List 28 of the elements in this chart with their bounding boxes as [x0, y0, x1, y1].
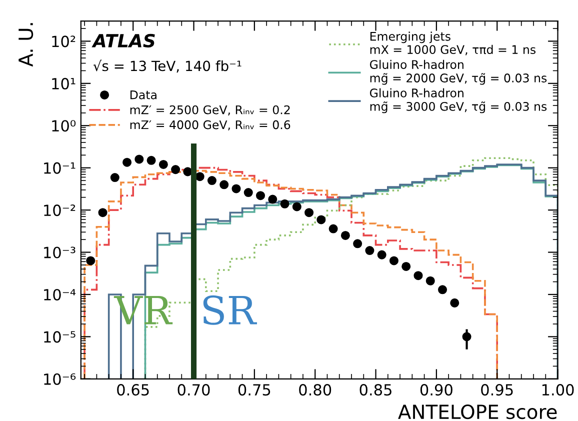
legend-label: Gluino R-hadron mg̃ = 3000 GeV, τg̃ = 0.03 ns: [370, 88, 547, 114]
x-tick-label: 0.80: [299, 384, 332, 396]
legend-label: mZ′ = 4000 GeV, Rᵢₙᵥ = 0.6: [130, 120, 290, 130]
y-tick-label: 10⁰: [52, 120, 76, 132]
y-tick-label: 10⁻³: [44, 246, 76, 258]
x-tick-label: 0.95: [481, 384, 513, 396]
legend-label: mZ′ = 2500 GeV, Rᵢₙᵥ = 0.2: [130, 105, 290, 116]
y-axis-title: A. U.: [18, 23, 34, 67]
annotation: √s = 13 TeV, 140 fb⁻¹: [93, 60, 242, 73]
x-tick-label: 0.90: [420, 384, 452, 396]
y-tick-label: 10⁻⁵: [44, 331, 76, 343]
x-axis-title: ANTELOPE score: [398, 404, 557, 420]
x-tick-label: 0.70: [178, 384, 210, 396]
y-tick-label: 10⁻²: [44, 204, 76, 216]
x-tick-label: 1.00: [542, 384, 574, 396]
x-tick-label: 0.85: [360, 384, 392, 396]
annotation: ATLAS: [92, 34, 155, 48]
legend-label: Emerging jets mX = 1000 GeV, τπd = 1 ns: [370, 32, 536, 56]
x-tick-label: 0.65: [117, 384, 149, 396]
y-tick-label: 10⁻⁴: [44, 288, 76, 300]
y-tick-label: 10⁻¹: [44, 162, 76, 174]
y-tick-label: 10¹: [52, 78, 76, 90]
legend-label: Gluino R-hadron mg̃ = 2000 GeV, τg̃ = 0.03 ns: [370, 60, 547, 85]
y-tick-label: 10⁻⁶: [44, 373, 76, 385]
legend-label: Data: [130, 90, 156, 100]
annotation: SR: [203, 295, 257, 325]
y-tick-label: 10²: [52, 36, 76, 48]
x-tick-label: 0.75: [238, 384, 270, 396]
